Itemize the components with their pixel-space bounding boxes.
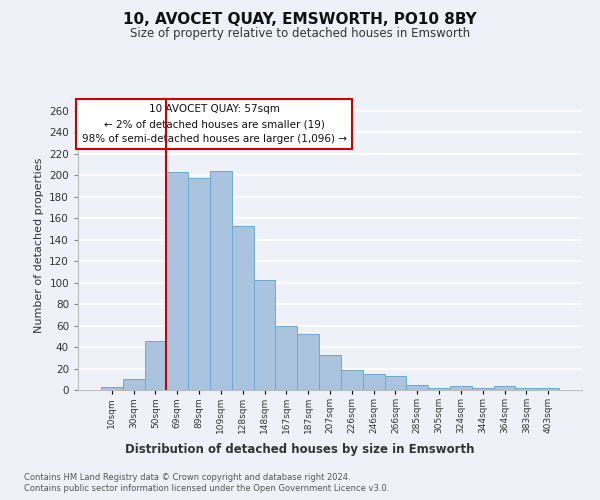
- Text: Distribution of detached houses by size in Emsworth: Distribution of detached houses by size …: [125, 442, 475, 456]
- Text: Contains HM Land Registry data © Crown copyright and database right 2024.: Contains HM Land Registry data © Crown c…: [24, 472, 350, 482]
- Bar: [275, 326, 297, 390]
- Bar: [123, 380, 145, 390]
- Bar: [363, 374, 385, 390]
- Bar: [297, 334, 319, 390]
- Bar: [385, 376, 406, 390]
- Text: 10 AVOCET QUAY: 57sqm
← 2% of detached houses are smaller (19)
98% of semi-detac: 10 AVOCET QUAY: 57sqm ← 2% of detached h…: [82, 104, 347, 144]
- Bar: [406, 384, 428, 390]
- Bar: [166, 172, 188, 390]
- Text: Size of property relative to detached houses in Emsworth: Size of property relative to detached ho…: [130, 28, 470, 40]
- Bar: [494, 386, 515, 390]
- Bar: [254, 280, 275, 390]
- Bar: [450, 386, 472, 390]
- Bar: [515, 388, 537, 390]
- Bar: [101, 387, 123, 390]
- Bar: [341, 370, 363, 390]
- Bar: [210, 171, 232, 390]
- Bar: [232, 226, 254, 390]
- Bar: [319, 354, 341, 390]
- Text: 10, AVOCET QUAY, EMSWORTH, PO10 8BY: 10, AVOCET QUAY, EMSWORTH, PO10 8BY: [123, 12, 477, 28]
- Y-axis label: Number of detached properties: Number of detached properties: [34, 158, 44, 332]
- Text: Contains public sector information licensed under the Open Government Licence v3: Contains public sector information licen…: [24, 484, 389, 493]
- Bar: [145, 340, 166, 390]
- Bar: [188, 178, 210, 390]
- Bar: [428, 388, 450, 390]
- Bar: [472, 388, 494, 390]
- Bar: [537, 388, 559, 390]
